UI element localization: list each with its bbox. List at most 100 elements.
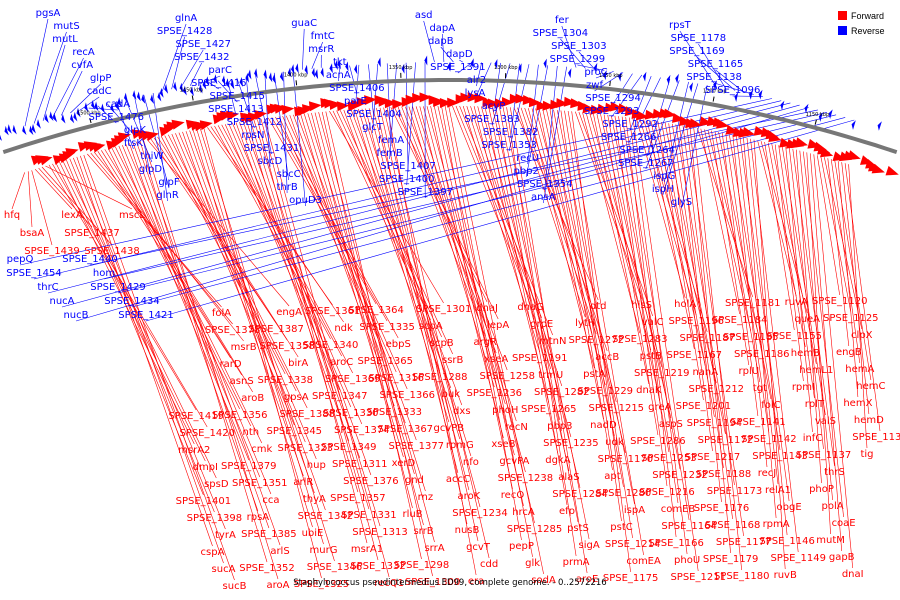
forward-gene-arrow — [199, 120, 213, 131]
forward-gene-leader — [560, 110, 622, 522]
forward-gene-label-ebps: ebpS — [386, 339, 411, 350]
forward-gene-leader — [27, 171, 33, 228]
forward-gene-label-obge: obgE — [777, 502, 802, 513]
reverse-gene-leader — [162, 23, 187, 92]
forward-gene-label-trmu: trmU — [538, 370, 563, 381]
forward-gene-label-spse-1142: SPSE_1142 — [741, 434, 797, 445]
forward-gene-leader — [437, 106, 535, 524]
forward-gene-label-spse-1172: SPSE_1172 — [698, 435, 754, 446]
forward-gene-label-accc: accC — [446, 474, 470, 485]
reverse-gene-label-spse-1454: SPSE_1454 — [6, 268, 62, 279]
scale-tick-label: 1450 kbp — [180, 88, 204, 94]
forward-gene-leader — [426, 106, 526, 473]
forward-gene-label-srra: srrA — [424, 543, 444, 554]
forward-gene-leader — [90, 152, 233, 325]
forward-gene-leader — [260, 118, 379, 561]
forward-gene-label-fola: folA — [212, 308, 231, 319]
reverse-gene-leader — [115, 101, 134, 150]
forward-gene-arrow — [582, 103, 596, 114]
forward-gene-label-accb: accB — [595, 352, 619, 363]
reverse-gene-label-spse-1407: SPSE_1407 — [380, 161, 436, 172]
forward-gene-leader — [452, 105, 531, 302]
reverse-gene-label-rpsn: rpsN — [241, 130, 264, 141]
forward-gene-label-spse-1298: SPSE_1298 — [394, 560, 450, 571]
reverse-gene-arrow — [245, 72, 249, 83]
reverse-gene-label-thrc: thrC — [37, 282, 58, 293]
forward-gene-label-srrb: srrB — [413, 526, 433, 537]
forward-gene-label-hrca: hrcA — [512, 507, 535, 518]
forward-gene-label-phou: phoU — [674, 555, 700, 566]
reverse-gene-leader — [389, 62, 397, 160]
reverse-gene-label-fer: fer — [555, 15, 570, 26]
forward-gene-leader — [618, 116, 679, 504]
reverse-gene-leader — [611, 74, 643, 118]
forward-gene-leader — [743, 137, 777, 519]
reverse-gene-label-spse-1178: SPSE_1178 — [671, 33, 727, 44]
forward-gene-label-spse-1284: SPSE_1284 — [552, 489, 608, 500]
forward-gene-label-nadd: nadD — [590, 420, 617, 431]
reverse-gene-leader — [349, 65, 358, 95]
reverse-gene-arrow — [618, 71, 622, 82]
forward-gene-label-spse-1333: SPSE_1333 — [367, 407, 423, 418]
reverse-gene-label-reca: recA — [72, 47, 95, 58]
forward-gene-arrow — [281, 104, 295, 115]
reverse-gene-label-msrr: msrR — [308, 44, 334, 55]
forward-gene-arrow — [820, 147, 834, 158]
reverse-gene-arrow — [470, 58, 474, 69]
forward-gene-leader — [171, 133, 295, 426]
forward-gene-leader — [725, 133, 770, 434]
forward-gene-arrow — [274, 103, 288, 114]
forward-gene-label-spse-1300: SPSE_1300 — [405, 577, 461, 588]
forward-gene-leader — [293, 114, 406, 424]
forward-gene-leader — [372, 108, 481, 508]
forward-gene-leader — [271, 117, 388, 322]
forward-gene-arrow — [65, 148, 79, 158]
forward-gene-leader — [101, 150, 242, 376]
reverse-gene-leader — [715, 69, 745, 93]
forward-gene-leader — [614, 115, 668, 487]
forward-gene-leader — [753, 139, 786, 570]
reverse-gene-arrow — [603, 70, 607, 81]
scale-tick — [814, 119, 817, 125]
reverse-gene-label-glna: glnA — [175, 13, 197, 24]
forward-gene-arrow — [847, 150, 861, 160]
forward-gene-label-glk: glk — [525, 558, 540, 569]
reverse-gene-label-spse-1413: SPSE_1413 — [208, 104, 264, 115]
forward-gene-label-xerd: xerD — [392, 458, 416, 469]
reverse-gene-leader — [75, 107, 809, 322]
forward-gene-label-spse-1168: SPSE_1168 — [705, 520, 761, 531]
forward-gene-arrow — [447, 97, 460, 108]
forward-gene-arrow — [515, 93, 528, 104]
reverse-gene-leader — [33, 31, 67, 124]
reverse-gene-arrow — [44, 113, 49, 124]
forward-gene-label-dnaj: dnaJ — [476, 303, 498, 314]
forward-gene-label-scpa: scpA — [419, 321, 443, 332]
forward-gene-label-ssrb: ssrB — [442, 355, 464, 366]
forward-gene-label-hemx: hemX — [843, 398, 872, 409]
scale-tick — [712, 96, 715, 102]
reverse-gene-arrow — [157, 91, 162, 102]
forward-gene-label-nth: nth — [242, 427, 259, 438]
forward-gene-label-lepa: lepA — [487, 320, 509, 331]
forward-gene-label-spse-1186: SPSE_1186 — [734, 349, 790, 360]
forward-gene-label-engb: engB — [836, 347, 862, 358]
reverse-gene-arrow — [230, 79, 235, 90]
forward-gene-label-era: era — [468, 576, 484, 587]
forward-gene-label-spse-1170: SPSE_1170 — [598, 454, 654, 465]
forward-gene-label-udk: udk — [605, 437, 624, 448]
forward-gene-leader — [603, 114, 659, 436]
reverse-gene-label-glys: glyS — [671, 197, 692, 208]
forward-gene-label-spse-1365: SPSE_1365 — [357, 356, 413, 367]
forward-gene-arrow — [467, 92, 480, 103]
forward-gene-label-rpsa: rpsA — [247, 512, 270, 523]
forward-gene-leader — [31, 170, 53, 246]
forward-gene-label-asns: asnS — [230, 376, 254, 387]
forward-gene-label-spse-1358: SPSE_1358 — [259, 341, 315, 352]
reverse-gene-leader — [406, 62, 416, 186]
forward-gene-leader — [66, 159, 204, 496]
forward-gene-arrow — [171, 119, 185, 130]
reverse-gene-arrow — [311, 67, 316, 78]
forward-gene-leader — [139, 140, 268, 563]
forward-gene-leader — [778, 145, 815, 399]
reverse-gene-label-glct: glcT — [362, 122, 384, 133]
